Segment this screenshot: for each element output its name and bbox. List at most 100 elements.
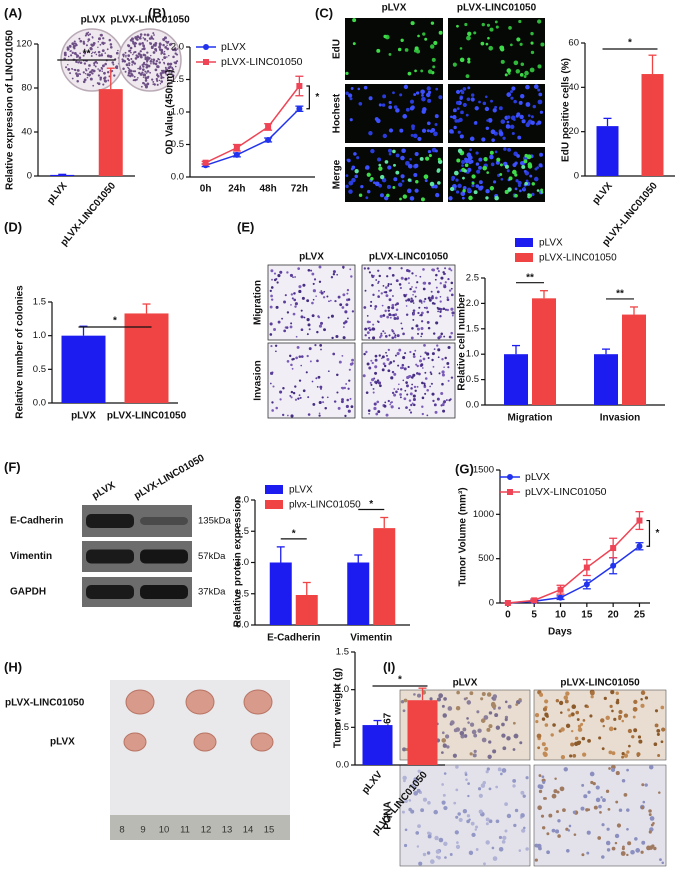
legend-label: plvx-LINC01050 <box>289 500 361 511</box>
cell <box>319 291 321 294</box>
colony <box>137 77 139 79</box>
cell <box>414 389 417 392</box>
cell <box>409 157 412 161</box>
cell <box>568 824 572 828</box>
row-label: EdU <box>332 39 343 59</box>
cell <box>627 728 633 734</box>
cell <box>649 765 654 770</box>
cell <box>456 690 460 695</box>
cell <box>488 787 492 791</box>
cell <box>621 847 625 851</box>
colony <box>147 64 151 68</box>
cell <box>393 163 396 167</box>
x-tick-label: 48h <box>260 184 277 195</box>
cell <box>434 835 439 841</box>
colony <box>133 75 136 78</box>
cell <box>487 754 492 759</box>
cell <box>341 306 345 309</box>
cell <box>374 365 378 369</box>
cell <box>424 392 427 395</box>
cell <box>290 293 294 296</box>
cell <box>388 100 392 105</box>
cell <box>451 314 454 317</box>
cell <box>615 800 619 804</box>
cell <box>499 163 503 167</box>
cell <box>498 106 503 111</box>
cell <box>342 267 345 269</box>
colony <box>95 53 98 56</box>
colony <box>154 62 158 66</box>
cell <box>478 165 482 170</box>
cell <box>332 352 336 356</box>
cell <box>567 829 571 832</box>
colony <box>117 49 119 52</box>
x-tick-label: E-Cadherin <box>267 633 320 644</box>
cell <box>570 742 575 747</box>
cell <box>533 84 539 89</box>
cell <box>504 829 508 833</box>
cell <box>435 87 439 91</box>
cell <box>462 186 467 190</box>
cell <box>537 805 542 811</box>
cell <box>447 277 450 281</box>
cell <box>342 336 346 340</box>
cell <box>396 316 399 318</box>
cell <box>410 403 413 407</box>
colony <box>152 38 155 40</box>
colony <box>103 77 106 80</box>
cell <box>269 322 273 326</box>
cell <box>383 404 387 408</box>
cell <box>418 299 422 303</box>
cell <box>431 382 433 385</box>
cell <box>441 731 445 735</box>
cell <box>398 383 400 386</box>
cell <box>305 371 308 374</box>
cell <box>400 322 403 325</box>
cell <box>271 278 273 281</box>
cell <box>654 709 659 713</box>
cell <box>296 345 300 349</box>
cell <box>457 130 461 134</box>
cell <box>412 397 416 402</box>
cell <box>392 186 396 189</box>
y-tick-label: 1.0 <box>33 330 46 341</box>
colony <box>97 41 100 43</box>
cell <box>413 403 416 407</box>
colony <box>143 33 147 36</box>
cell <box>410 376 414 379</box>
cell <box>548 813 553 818</box>
cell <box>303 316 306 319</box>
cell <box>566 848 570 853</box>
tumor <box>243 689 273 715</box>
cell <box>502 136 506 140</box>
ruler-number: 15 <box>264 825 275 836</box>
colony <box>157 57 160 60</box>
cell <box>462 87 467 91</box>
cell <box>461 196 465 200</box>
colony <box>97 50 101 54</box>
cell <box>350 275 353 278</box>
cell <box>518 189 522 193</box>
colony <box>150 62 152 65</box>
colony <box>169 62 173 66</box>
cell <box>455 765 459 769</box>
cell <box>450 293 454 297</box>
cell <box>376 379 380 382</box>
cell <box>387 165 392 170</box>
cell <box>335 334 339 338</box>
cell <box>366 331 370 335</box>
cell <box>537 19 542 24</box>
colony <box>101 70 103 73</box>
cell <box>302 283 306 287</box>
size-label: 135kDa <box>198 516 231 527</box>
cell <box>541 826 546 830</box>
cell <box>524 181 528 186</box>
cell <box>290 363 293 367</box>
cell <box>413 172 418 177</box>
cell <box>391 329 394 331</box>
cell <box>393 316 397 321</box>
cell <box>386 184 392 189</box>
cell <box>363 85 368 90</box>
cell <box>615 691 619 695</box>
cell <box>437 856 441 860</box>
